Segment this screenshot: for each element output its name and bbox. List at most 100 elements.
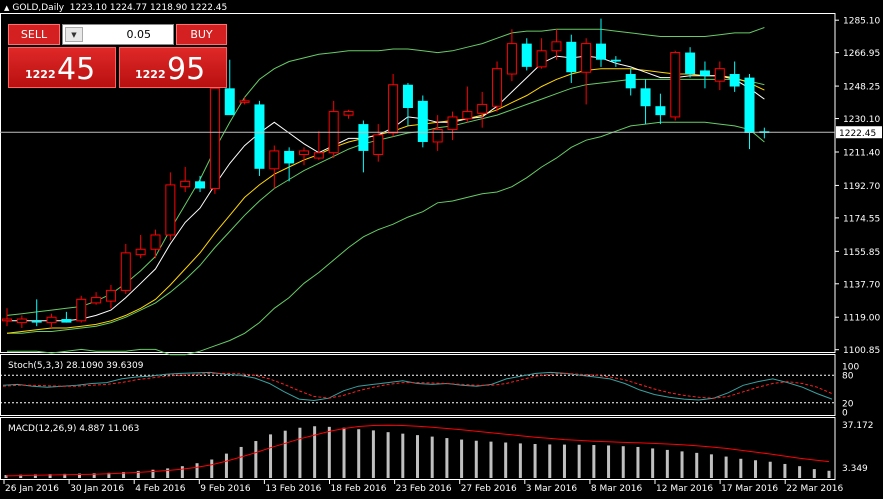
macd-histogram-bar [445,438,449,478]
candle-bull [91,297,102,304]
macd-histogram-bar [548,444,552,478]
candle-bull [373,134,384,155]
macd-histogram-bar [48,474,52,478]
candle-bear [61,319,72,323]
x-tick-label: 17 Mar 2016 [721,484,778,494]
x-tick-label: 27 Feb 2016 [461,484,517,494]
candle-bull [16,318,27,324]
symbol-timeframe: GOLD,Daily [12,3,65,13]
candle-bull [714,68,725,82]
macd-histogram-bar [518,443,522,478]
macd-histogram-bar [298,427,302,478]
macd-histogram-bar [283,430,287,478]
macd-histogram-bar [92,473,96,478]
x-tick-label: 26 Jan 2016 [5,484,59,494]
candle-bull [135,248,146,256]
macd-histogram-bar [680,451,684,478]
candle-bull [447,116,458,130]
macd-histogram-bar [4,475,8,478]
candle-bear [224,88,235,116]
macd-histogram-bar [798,466,802,478]
stoch-y-tick-label: 100 [842,363,859,373]
candle-bear [195,181,206,189]
x-tick-label: 8 Mar 2016 [591,484,643,494]
macd-histogram-bar [783,463,787,478]
candle-bear [699,70,710,76]
macd-histogram-bar [577,444,581,478]
macd-histogram-bar [33,474,37,478]
candle-bull [299,150,309,155]
symbol-info-bar: ▲ GOLD,Daily 1223.10 1224.77 1218.90 1222… [4,3,227,13]
x-tick-label: 9 Feb 2016 [200,484,251,494]
bollinger-middle-line [7,78,765,334]
candle-bull [506,43,517,75]
macd-histogram-bar [739,458,743,478]
y-tick-label: 1137.70 [843,280,880,290]
candle-bull [76,298,87,322]
x-tick-label: 13 Feb 2016 [265,484,321,494]
candle-bull [269,150,280,170]
macd-signal-line [5,424,830,477]
y-tick-label: 1100.85 [843,346,880,356]
lot-size-field[interactable]: ▼ [62,24,174,45]
x-tick-label: 4 Feb 2016 [135,484,186,494]
macd-histogram-bar [665,449,669,478]
macd-histogram-bar [812,469,816,478]
current-price-label: 1222.45 [839,129,876,139]
macd-histogram-bar [77,473,81,478]
buy-price-button[interactable]: 1222 95 [119,47,227,88]
candle-bear [284,150,295,164]
candle-bull [388,84,399,134]
candle-bull [150,234,161,250]
macd-histogram-bar [827,470,831,478]
macd-histogram-bar [210,459,214,478]
macd-histogram-bar [166,468,170,478]
x-tick-label: 18 Feb 2016 [331,484,387,494]
macd-histogram-bar [269,434,273,478]
candle-bear [31,320,42,323]
macd-histogram-bar [401,433,405,478]
bollinger-upper-line [6,27,765,316]
candle-bear [566,41,577,73]
candle-bull [343,111,354,116]
moving-average-fast-line [7,55,765,322]
candle-bear [596,43,606,60]
candle-bear [655,106,666,116]
candle-bull [209,87,220,189]
x-tick-label: 22 Mar 2016 [786,484,843,494]
sell-button[interactable]: SELL [8,24,60,45]
triangle-up-icon[interactable]: ▲ [4,4,10,12]
macd-y-tick-label: 3.349 [842,464,868,474]
buy-button[interactable]: BUY [176,24,227,45]
stoch-y-tick-label: 0 [842,409,848,419]
stoch-label: Stoch(5,3,3) 28.1090 39.6309 [8,361,144,371]
sell-price-button[interactable]: 1222 45 [8,47,116,88]
stoch-panel-border [0,354,836,416]
macd-histogram-bar [474,440,478,478]
candle-bear [729,74,740,87]
stoch-main-line [2,371,833,402]
macd-histogram-bar [636,446,640,478]
sell-price-prefix: 1222 [25,68,56,81]
x-tick-label: 12 Mar 2016 [656,484,713,494]
candle-bull [180,180,191,188]
sell-price-pips: 45 [57,52,96,87]
moving-average-slow-line [6,68,765,334]
macd-histogram-bar [239,446,243,478]
macd-histogram-bar [709,454,713,478]
candle-bull [313,152,324,159]
candle-bear [625,74,636,89]
ohlc-close: 1222.45 [190,3,228,13]
bollinger-lower-line [7,121,765,356]
candle-bull [492,68,503,107]
y-tick-label: 1266.95 [843,49,880,59]
ohlc-low: 1218.90 [149,3,188,13]
one-click-trading-panel: SELL ▼ BUY 1222 45 1222 95 [8,23,227,88]
macd-histogram-bar [504,442,508,478]
ohlc-high: 1224.77 [109,3,148,13]
chevron-down-icon[interactable]: ▼ [65,27,83,42]
macd-label: MACD(12,26,9) 4.887 11.063 [8,424,139,434]
lot-size-input[interactable] [87,26,151,43]
candle-bear [640,88,651,107]
